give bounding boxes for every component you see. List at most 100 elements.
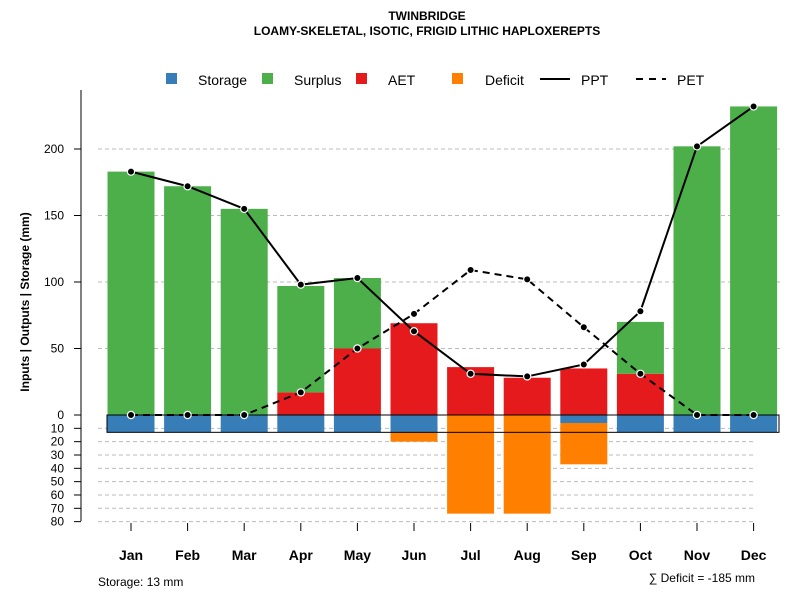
legend-label-storage: Storage bbox=[198, 72, 247, 88]
legend-label-aet: AET bbox=[388, 72, 416, 88]
y-tick-label: 60 bbox=[51, 488, 65, 502]
y-axis-label: Inputs | Outputs | Storage (mm) bbox=[18, 212, 32, 391]
aet-bar bbox=[560, 368, 608, 415]
storage-bar bbox=[107, 415, 155, 433]
lines bbox=[126, 102, 758, 420]
x-tick-label: Dec bbox=[741, 547, 767, 563]
storage-bar bbox=[673, 415, 721, 433]
ppt-point bbox=[296, 280, 305, 289]
ppt-point bbox=[466, 369, 475, 378]
legend: Storage Surplus AET Deficit PPT PET bbox=[166, 72, 705, 88]
legend-swatch-aet bbox=[356, 73, 367, 84]
y-tick-label: 20 bbox=[51, 435, 65, 449]
ppt-line bbox=[130, 105, 755, 378]
pet-point bbox=[466, 265, 475, 275]
surplus-bar bbox=[164, 186, 212, 415]
ppt-point bbox=[353, 273, 362, 283]
ppt-point bbox=[183, 182, 192, 191]
surplus-bar bbox=[730, 106, 778, 415]
chart-title: TWINBRIDGE bbox=[388, 9, 465, 23]
pet-point bbox=[183, 410, 192, 420]
pet-point bbox=[749, 410, 758, 420]
storage-bar bbox=[390, 415, 438, 433]
surplus-bar bbox=[220, 208, 268, 415]
x-tick-label: Jan bbox=[119, 547, 143, 563]
pet-point bbox=[523, 275, 532, 284]
y-tick-label: 50 bbox=[51, 475, 65, 489]
aet-bar bbox=[616, 373, 664, 415]
surplus-bar bbox=[673, 146, 721, 415]
y-tick-label: 200 bbox=[44, 142, 64, 156]
ppt-point bbox=[126, 167, 136, 176]
storage-frame bbox=[106, 414, 780, 433]
storage-capacity-frame bbox=[106, 414, 780, 433]
y-tick-label: 100 bbox=[44, 275, 64, 289]
aet-bar bbox=[333, 348, 381, 415]
ppt-point bbox=[239, 204, 249, 214]
aet-bar bbox=[390, 323, 438, 415]
x-tick-label: Mar bbox=[232, 547, 257, 563]
ppt-point bbox=[523, 372, 532, 381]
storage-bar bbox=[560, 415, 608, 423]
surplus-bar bbox=[277, 285, 325, 393]
storage-bar bbox=[730, 415, 778, 433]
y-tick-label: 80 bbox=[51, 515, 65, 529]
x-tick-label: Apr bbox=[289, 547, 314, 563]
legend-label-pet: PET bbox=[677, 72, 705, 88]
pet-point bbox=[409, 309, 419, 319]
chart-subtitle: LOAMY-SKELETAL, ISOTIC, FRIGID LITHIC HA… bbox=[254, 24, 600, 38]
y-tick-label: 0 bbox=[57, 408, 64, 422]
ppt-point bbox=[636, 307, 645, 316]
ppt-point bbox=[579, 360, 589, 369]
deficit-note: ∑ Deficit = -185 mm bbox=[649, 571, 755, 585]
legend-swatch-deficit bbox=[452, 73, 463, 84]
storage-bar bbox=[333, 415, 381, 433]
surplus-bar bbox=[107, 171, 155, 415]
x-tick-label: Feb bbox=[175, 547, 200, 563]
deficit-bar bbox=[390, 432, 438, 442]
x-tick-label: Oct bbox=[629, 547, 653, 563]
storage-bar bbox=[616, 415, 664, 433]
deficit-bar bbox=[503, 415, 551, 514]
legend-label-ppt: PPT bbox=[581, 72, 609, 88]
x-tick-label: Aug bbox=[514, 547, 541, 563]
legend-swatch-storage bbox=[166, 73, 177, 84]
ppt-point bbox=[749, 102, 758, 111]
storage-bar bbox=[220, 415, 268, 433]
y-tick-label: 50 bbox=[51, 342, 65, 356]
x-tick-label: Sep bbox=[571, 547, 597, 563]
surplus-bar bbox=[333, 278, 381, 349]
pet-point bbox=[579, 323, 589, 332]
bars bbox=[107, 106, 778, 514]
pet-point bbox=[692, 410, 702, 420]
x-tick-label: Nov bbox=[684, 547, 711, 563]
y-tick-label: 70 bbox=[51, 501, 65, 515]
pet-point bbox=[126, 410, 136, 420]
legend-label-deficit: Deficit bbox=[485, 72, 524, 88]
pet-point bbox=[296, 388, 305, 397]
legend-label-surplus: Surplus bbox=[294, 72, 341, 88]
surplus-bar bbox=[616, 321, 664, 374]
storage-bar bbox=[277, 415, 325, 433]
ppt-point bbox=[409, 327, 419, 336]
y-tick-label: 150 bbox=[44, 209, 64, 223]
deficit-bar bbox=[560, 422, 608, 465]
x-tick-label: May bbox=[344, 547, 371, 563]
pet-point bbox=[239, 410, 249, 420]
y-tick-label: 30 bbox=[51, 448, 65, 462]
aet-bar bbox=[503, 377, 551, 415]
deficit-bar bbox=[447, 415, 495, 514]
storage-note: Storage: 13 mm bbox=[98, 575, 183, 589]
y-tick-label: 40 bbox=[51, 461, 65, 475]
x-tick-label: Jun bbox=[402, 547, 427, 563]
pet-point bbox=[353, 344, 362, 353]
pet-line bbox=[131, 268, 754, 416]
legend-swatch-surplus bbox=[262, 73, 273, 84]
pet-point bbox=[636, 369, 645, 378]
x-tick-label: Jul bbox=[460, 547, 480, 563]
storage-bar bbox=[164, 415, 212, 433]
ppt-point bbox=[692, 142, 702, 151]
y-tick-label: 10 bbox=[51, 421, 65, 435]
